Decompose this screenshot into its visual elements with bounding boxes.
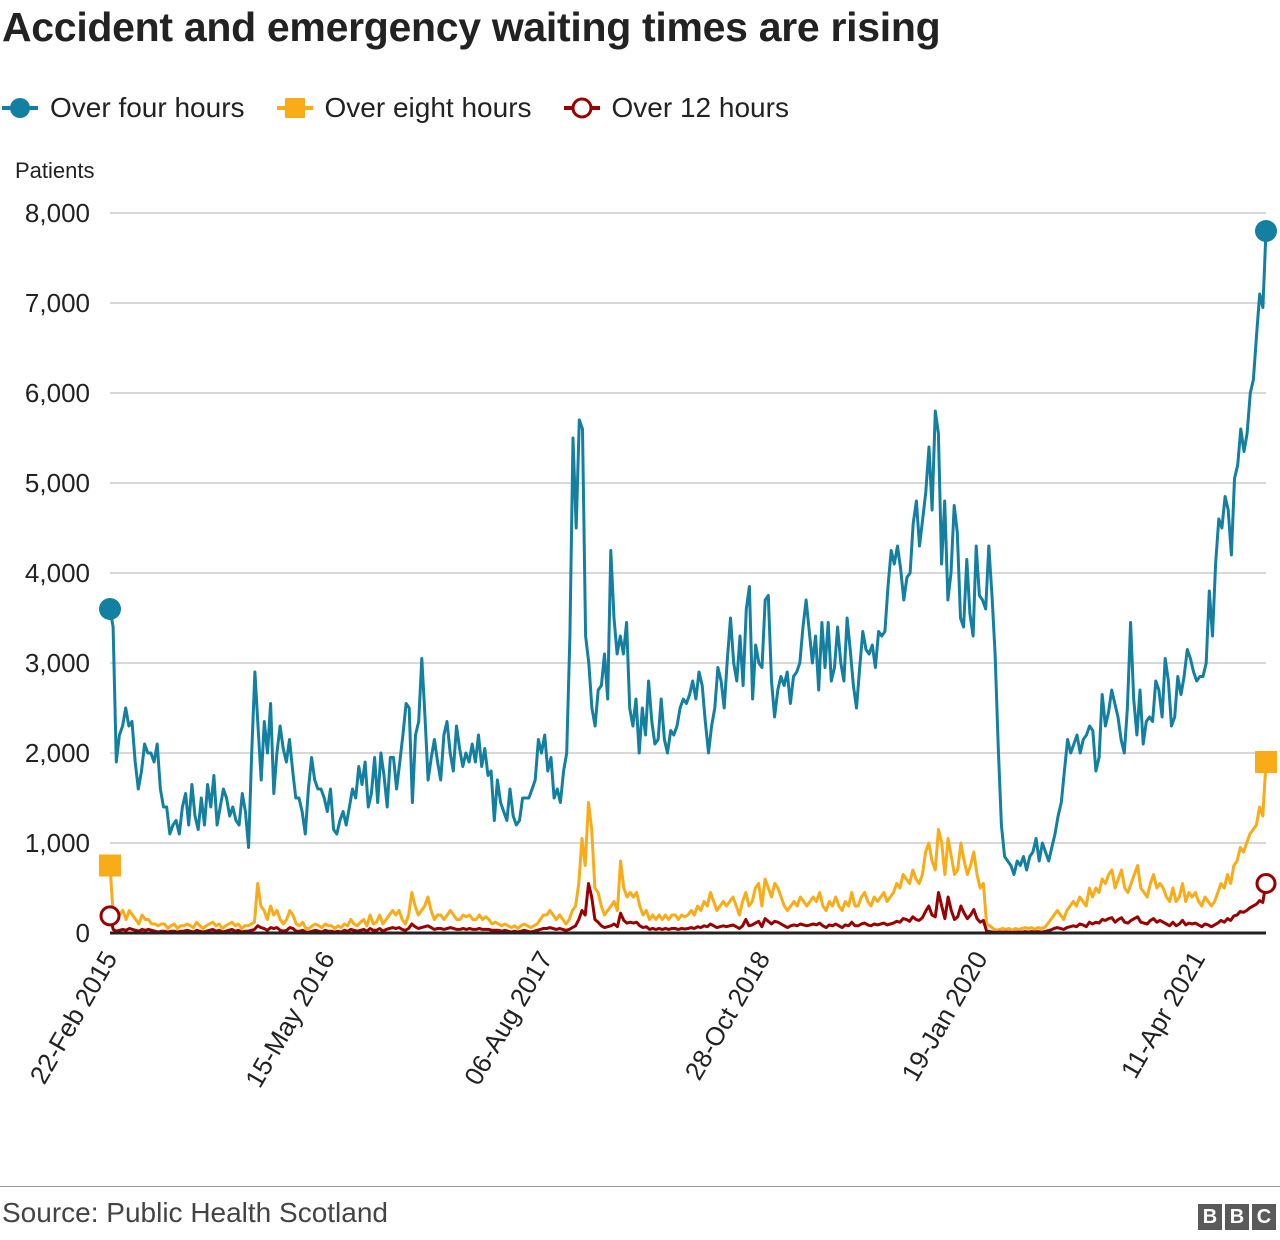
x-tick-label: 15-May 2016 [239,946,341,1092]
x-tick-label: 28-Oct 2018 [678,946,776,1085]
series-line-2 [108,761,1268,932]
x-tick-label: 22-Feb 2015 [23,946,123,1089]
legend-label-four-hours: Over four hours [50,92,245,123]
line-chart: Patients 0 1,000 2,000 3,000 4,000 5,000 6,000 7… [15,158,1277,1092]
chart-legend: Over four hours Over eight hours Over 12… [0,88,819,128]
y-tick-label: 7,000 [25,288,90,318]
series-line-1 [108,230,1268,876]
series-1-end-marker [1255,220,1277,242]
series-2-end-marker [1255,751,1277,773]
series-3-start-marker [99,905,121,927]
y-tick-label: 4,000 [25,558,90,588]
y-tick-label: 2,000 [25,738,90,768]
y-tick-label: 5,000 [25,468,90,498]
legend-key-eight-hours [276,98,313,118]
y-tick-label: 1,000 [25,828,90,858]
series-line-3 [108,882,1268,934]
legend-key-four-hours [2,98,38,118]
legend-item-twelve-hours: Over 12 hours [562,92,789,124]
x-tick-label: 06-Aug 2017 [458,946,558,1090]
y-tick-label: 8,000 [25,198,90,228]
x-tick-label: 19-Jan 2020 [895,946,993,1086]
x-tick-label: 11-Apr 2021 [1115,946,1212,1083]
footer-divider [0,1186,1280,1187]
series-3-end-marker [1255,873,1277,894]
bbc-logo: B B C [1198,1204,1276,1230]
series-2-start-marker [99,854,121,877]
legend-item-eight-hours: Over eight hours [275,92,532,124]
legend-label-twelve-hours: Over 12 hours [611,92,789,123]
series-1-start-marker [99,598,121,620]
source-note: Source: Public Health Scotland [2,1197,388,1228]
y-tick-label: 3,000 [25,648,90,678]
legend-item-four-hours: Over four hours [0,92,245,124]
legend-label-eight-hours: Over eight hours [324,92,532,123]
legend-key-twelve-hours [563,97,600,119]
y-axis-title: Patients [15,158,95,183]
chart-title: Accident and emergency waiting times are… [2,4,941,50]
y-tick-label: 0 [76,918,90,948]
y-tick-label: 6,000 [25,378,90,408]
